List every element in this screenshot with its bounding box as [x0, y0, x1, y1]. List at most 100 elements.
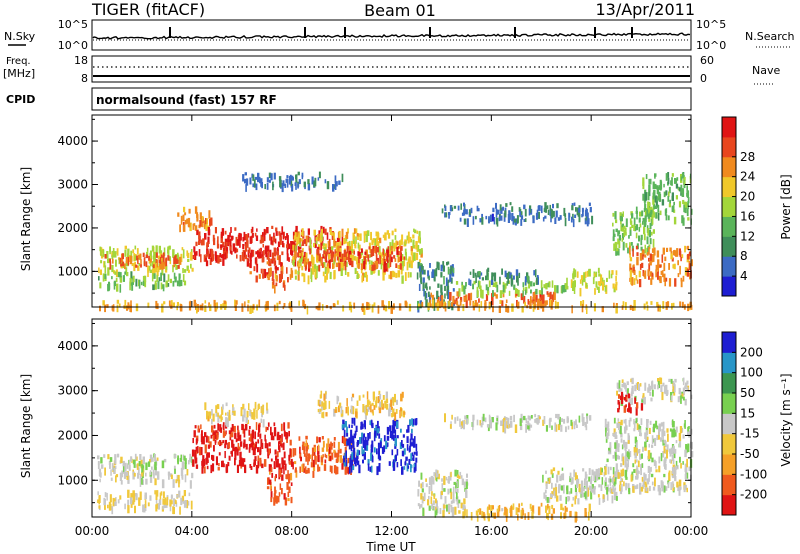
- heatmap-cell: [615, 496, 618, 501]
- heatmap-cell: [232, 243, 235, 251]
- heatmap-cell: [588, 468, 591, 475]
- heatmap-cell: [625, 476, 628, 480]
- heatmap-cell: [222, 254, 225, 262]
- heatmap-cell: [667, 195, 670, 202]
- heatmap-cell: [266, 261, 269, 265]
- heatmap-cell: [635, 448, 638, 456]
- heatmap-cell: [163, 273, 166, 283]
- heatmap-cell: [435, 268, 438, 277]
- heatmap-cell: [324, 453, 327, 458]
- heatmap-cell: [584, 491, 587, 499]
- heatmap-cell: [393, 242, 396, 252]
- heatmap-cell: [532, 303, 535, 312]
- heatmap-cell: [653, 203, 655, 210]
- heatmap-cell: [604, 418, 607, 427]
- heatmap-cell: [422, 277, 425, 283]
- heatmap-cell: [297, 171, 300, 176]
- heatmap-cell: [416, 272, 419, 280]
- heatmap-cell: [267, 454, 270, 459]
- heatmap-cell: [583, 274, 586, 280]
- heatmap-cell: [162, 498, 165, 505]
- heatmap-cell: [472, 418, 475, 428]
- heatmap-cell: [347, 457, 350, 464]
- heatmap-cell: [116, 453, 120, 458]
- heatmap-cell: [430, 496, 433, 504]
- heatmap-cell: [329, 305, 332, 310]
- heatmap-cell: [663, 485, 666, 493]
- heatmap-cell: [683, 389, 686, 393]
- heatmap-cell: [266, 427, 269, 431]
- heatmap-cell: [98, 276, 100, 281]
- heatmap-cell: [148, 266, 151, 271]
- heatmap-cell: [257, 432, 260, 437]
- heatmap-cell: [257, 172, 260, 182]
- nsky-label: N.Sky: [4, 30, 36, 43]
- heatmap-cell: [368, 242, 371, 250]
- nave-tick-top: 60: [700, 54, 714, 67]
- heatmap-cell: [441, 478, 443, 482]
- heatmap-cell: [371, 304, 374, 313]
- heatmap-cell: [668, 278, 672, 287]
- heatmap-cell: [217, 466, 220, 471]
- heatmap-cell: [646, 305, 649, 311]
- heatmap-cell: [427, 274, 430, 279]
- heatmap-cell: [684, 449, 687, 458]
- heatmap-cell: [551, 280, 554, 288]
- heatmap-cell: [581, 413, 584, 422]
- heatmap-cell: [445, 277, 448, 287]
- heatmap-cell: [652, 254, 655, 260]
- heatmap-cell: [374, 238, 377, 246]
- heatmap-cell: [315, 306, 318, 310]
- heatmap-cell: [684, 245, 686, 253]
- y-axis-title: Slant Range [km]: [19, 374, 33, 478]
- heatmap-cell: [472, 272, 475, 278]
- heatmap-cell: [167, 249, 170, 254]
- heatmap-cell: [278, 231, 281, 236]
- heatmap-cell: [180, 215, 183, 225]
- heatmap-cell: [211, 409, 213, 416]
- heatmap-cell: [491, 417, 494, 423]
- heatmap-region: [242, 171, 344, 193]
- heatmap-cell: [336, 466, 339, 475]
- heatmap-cell: [335, 252, 338, 257]
- heatmap-cell: [288, 257, 290, 262]
- heatmap-cell: [273, 232, 275, 237]
- heatmap-cell: [534, 303, 537, 307]
- heatmap-cell: [428, 477, 432, 485]
- heatmap-cell: [657, 485, 661, 492]
- heatmap-cell: [644, 432, 646, 440]
- heatmap-cell: [625, 243, 628, 248]
- heatmap-cell: [465, 490, 468, 498]
- heatmap-cell: [362, 404, 365, 413]
- heatmap-cell: [526, 275, 530, 283]
- heatmap-cell: [202, 458, 206, 466]
- heatmap-cell: [620, 388, 623, 392]
- heatmap-cell: [378, 246, 381, 255]
- heatmap-cell: [187, 269, 190, 273]
- heatmap-cell: [674, 429, 677, 437]
- heatmap-cell: [640, 464, 642, 471]
- colorbar-segment: [722, 413, 736, 435]
- heatmap-cell: [522, 287, 525, 291]
- heatmap-cell: [282, 232, 285, 240]
- heatmap-cell: [449, 292, 452, 301]
- heatmap-cell: [438, 301, 441, 309]
- heatmap-region: [191, 422, 293, 475]
- heatmap-cell: [656, 301, 659, 308]
- heatmap-cell: [225, 417, 228, 426]
- heatmap-cell: [252, 174, 255, 181]
- heatmap-cell: [502, 291, 505, 298]
- heatmap-cell: [441, 208, 444, 214]
- heatmap-cell: [511, 303, 514, 312]
- heatmap-cell: [297, 183, 299, 189]
- heatmap-cell: [628, 488, 631, 495]
- heatmap-cell: [204, 466, 206, 474]
- heatmap-cell: [450, 504, 453, 513]
- heatmap-cell: [263, 459, 267, 467]
- heatmap-cell: [333, 467, 337, 474]
- heatmap-cell: [553, 491, 555, 496]
- freq-label-line1: Freq.: [6, 56, 31, 67]
- heatmap-cell: [540, 502, 543, 507]
- heatmap-cell: [125, 260, 128, 267]
- heatmap-cell: [302, 247, 304, 251]
